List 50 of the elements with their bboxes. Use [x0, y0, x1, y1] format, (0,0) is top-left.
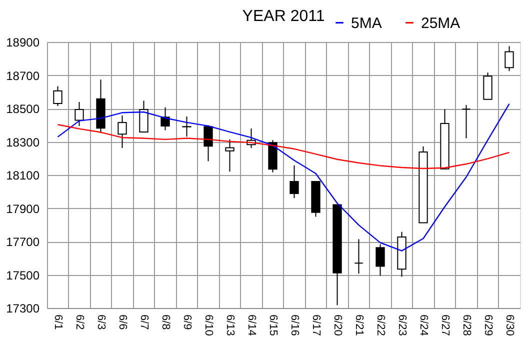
x-tick-label: 6/20 — [331, 314, 344, 336]
x-tick-label: 6/27 — [438, 314, 451, 336]
candlestick — [462, 104, 471, 139]
candlestick — [74, 102, 84, 126]
y-tick-label: 18900 — [6, 36, 40, 50]
y-tick-label: 17500 — [6, 268, 40, 282]
x-tick-label: 6/22 — [374, 314, 386, 336]
x-tick-label: 6/17 — [310, 314, 322, 336]
x-tick-label: 6/13 — [224, 314, 236, 336]
legend-label: 5MA — [351, 14, 382, 32]
candlestick — [504, 46, 514, 72]
candlestick — [376, 244, 385, 276]
x-tick-label: 6/2 — [73, 314, 86, 330]
candlestick — [160, 106, 170, 131]
x-tick-label: 6/14 — [245, 314, 258, 336]
candlestick — [354, 238, 364, 274]
candlestick — [225, 138, 234, 172]
line-series — [57, 124, 510, 170]
candlestick — [53, 86, 62, 107]
x-tick-label: 6/7 — [138, 314, 150, 330]
candlestick — [204, 124, 213, 162]
candlestick — [182, 116, 192, 138]
y-tick-label: 18700 — [6, 68, 40, 83]
x-tick-label: 6/21 — [352, 314, 365, 336]
x-tick-label: 6/10 — [202, 314, 214, 336]
x-tick-label: 6/1 — [52, 314, 64, 330]
x-tick-label: 6/15 — [266, 314, 279, 336]
legend-label: 25MA — [421, 14, 460, 32]
x-tick-label: 6/3 — [94, 314, 107, 330]
candlestick — [483, 72, 492, 100]
y-tick-label: 17300 — [6, 302, 40, 316]
chart-title: YEAR 2011 — [242, 8, 325, 25]
candlestick — [139, 100, 148, 134]
x-tick-label: 6/23 — [396, 314, 408, 336]
y-tick-label: 17700 — [6, 235, 40, 249]
x-tick-label: 6/28 — [460, 314, 472, 336]
line-series — [57, 103, 510, 252]
x-tick-label: 6/29 — [482, 314, 494, 336]
x-tick-label: 6/30 — [503, 314, 516, 336]
y-tick-label: 18300 — [6, 135, 40, 150]
x-tick-label: 6/8 — [159, 314, 172, 330]
x-tick-label: 6/16 — [288, 314, 300, 336]
y-tick-label: 17900 — [6, 202, 40, 216]
y-tick-label: 18500 — [6, 102, 40, 116]
x-tick-label: 6/24 — [417, 314, 430, 336]
candlestick — [290, 164, 299, 199]
x-tick-label: 6/6 — [116, 314, 128, 330]
x-tick-label: 6/9 — [180, 314, 193, 330]
y-tick-label: 18100 — [6, 168, 40, 182]
candlestick — [118, 114, 127, 149]
